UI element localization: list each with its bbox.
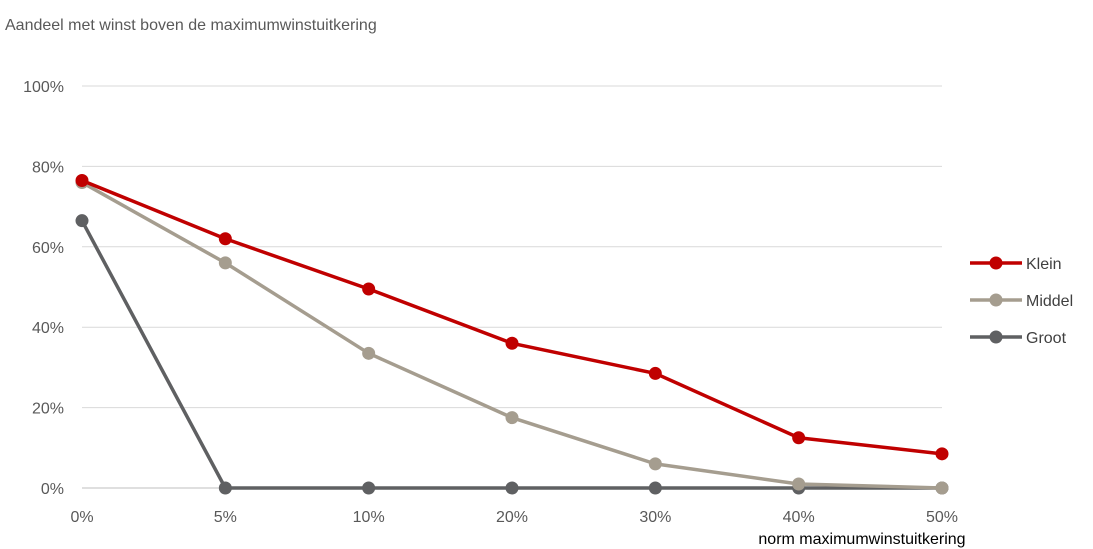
x-tick-label: 30% xyxy=(639,509,671,526)
data-point xyxy=(505,411,519,425)
x-tick-label: 20% xyxy=(496,509,528,526)
y-tick-label: 60% xyxy=(32,240,64,257)
legend-item-middel: Middel xyxy=(970,293,1073,310)
legend-label: Groot xyxy=(1026,330,1067,347)
data-point xyxy=(218,256,232,270)
data-point xyxy=(505,336,519,350)
legend-item-klein: Klein xyxy=(970,256,1062,273)
series-layer xyxy=(75,173,949,495)
series-middel xyxy=(75,175,949,495)
series-line xyxy=(80,219,942,490)
data-point xyxy=(362,346,376,360)
data-point xyxy=(648,481,662,495)
x-axis-ticks: 0% 5% 10% 20% 30% 40% 50% xyxy=(70,509,958,526)
x-tick-label: 40% xyxy=(783,509,815,526)
data-point xyxy=(218,481,232,495)
data-point xyxy=(505,481,519,495)
x-tick-label: 10% xyxy=(353,509,385,526)
y-tick-label: 0% xyxy=(41,481,64,498)
data-point xyxy=(75,173,89,187)
data-point xyxy=(218,232,232,246)
legend: Klein Middel Groot xyxy=(970,256,1073,347)
data-point xyxy=(935,481,949,495)
chart-title: Aandeel met winst boven de maximumwinstu… xyxy=(5,17,377,34)
data-point xyxy=(792,477,806,491)
data-point xyxy=(792,431,806,445)
gridlines xyxy=(82,85,942,489)
y-axis-ticks: 0% 20% 40% 60% 80% 100% xyxy=(23,79,64,498)
data-point xyxy=(935,447,949,461)
x-axis-label: norm maximumwinstuitkering xyxy=(758,531,965,548)
x-tick-label: 0% xyxy=(70,509,93,526)
data-point xyxy=(362,282,376,296)
data-point xyxy=(648,457,662,471)
legend-marker xyxy=(989,330,1003,344)
legend-item-groot: Groot xyxy=(970,330,1067,347)
series-klein xyxy=(75,173,949,461)
y-tick-label: 80% xyxy=(32,159,64,176)
legend-label: Klein xyxy=(1026,256,1062,273)
x-tick-label: 50% xyxy=(926,509,958,526)
y-tick-label: 100% xyxy=(23,79,64,96)
data-point xyxy=(75,214,89,228)
data-point xyxy=(362,481,376,495)
series-line xyxy=(81,180,943,490)
legend-marker xyxy=(989,256,1003,270)
x-tick-label: 5% xyxy=(214,509,237,526)
series-groot xyxy=(75,214,949,495)
y-tick-label: 20% xyxy=(32,401,64,418)
y-tick-label: 40% xyxy=(32,320,64,337)
legend-label: Middel xyxy=(1026,293,1073,310)
data-point xyxy=(648,366,662,380)
legend-marker xyxy=(989,293,1003,307)
